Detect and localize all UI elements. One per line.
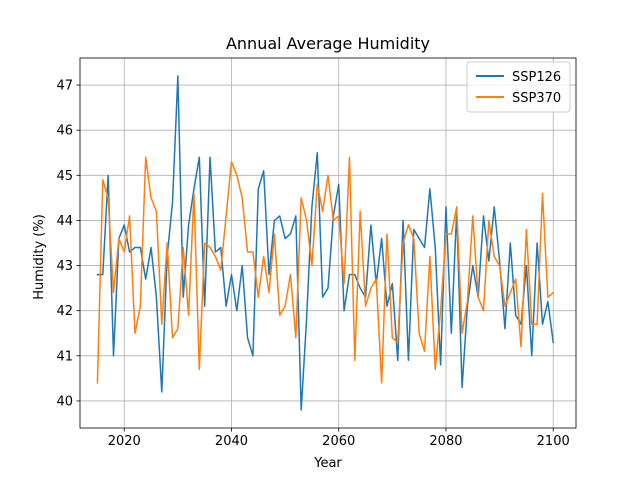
legend-label-ssp126: SSP126 (512, 70, 561, 85)
legend: SSP126 SSP370 (466, 61, 571, 113)
y-tick-label: 46 (56, 124, 73, 139)
x-tick-label: 2020 (108, 434, 141, 449)
axis-ticks: 2020 2040 2060 2080 2100 40 41 42 43 44 45 46 47 (56, 79, 569, 449)
y-axis-label: Humidity (%) (32, 214, 47, 300)
series-line-ssp370 (96, 156, 555, 384)
y-tick-label: 41 (56, 349, 73, 364)
x-tick-label: 2080 (429, 434, 462, 449)
y-tick-label: 47 (56, 79, 73, 94)
plot-frame (79, 57, 577, 429)
y-tick-label: 45 (56, 169, 73, 184)
x-tick-label: 2040 (215, 434, 248, 449)
x-tick-label: 2100 (537, 434, 570, 449)
chart-title: Annual Average Humidity (226, 34, 430, 53)
y-tick-label: 40 (56, 394, 73, 409)
y-tick-label: 42 (56, 304, 73, 319)
x-tick-label: 2060 (322, 434, 355, 449)
y-tick-label: 43 (56, 259, 73, 274)
series-layer (96, 75, 555, 411)
x-axis-label: Year (313, 456, 342, 471)
y-tick-label: 44 (56, 214, 73, 229)
legend-box (466, 61, 571, 113)
legend-label-ssp370: SSP370 (512, 91, 561, 106)
